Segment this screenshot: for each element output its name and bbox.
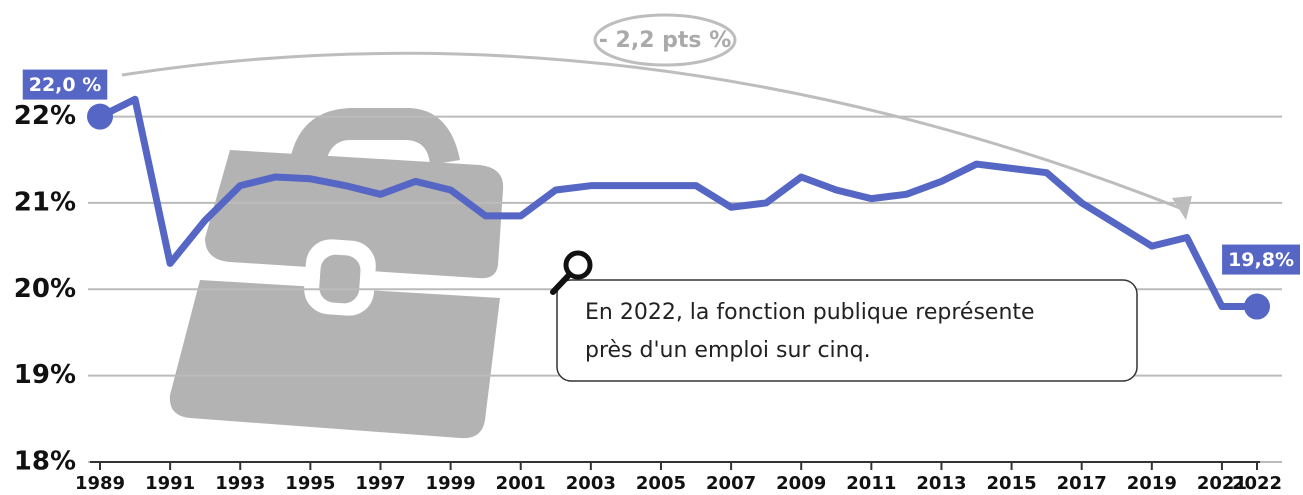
x-tick-label: 1997 bbox=[355, 473, 405, 494]
axes: 18% 19% 20% 21% 22% 1989 1991 1993 1995 1997 1999 2… bbox=[14, 101, 1282, 494]
point bbox=[87, 103, 113, 130]
value-label: 19,8% bbox=[1228, 249, 1294, 271]
x-tick-label: 2011 bbox=[846, 473, 896, 494]
briefcase-icon bbox=[169, 108, 504, 439]
x-tick-label: 1995 bbox=[285, 473, 335, 494]
data-line bbox=[98, 95, 1257, 311]
x-tick-label: 2017 bbox=[1057, 473, 1107, 494]
callout-line: près d'un emploi sur cinq. bbox=[585, 338, 871, 363]
x-tick-label: 2003 bbox=[566, 473, 616, 494]
x-tick-label: 2007 bbox=[706, 473, 756, 494]
x-tick-label: 2009 bbox=[776, 473, 826, 494]
change-arrow bbox=[121, 13, 1192, 220]
x-tick-label: 1993 bbox=[215, 473, 265, 494]
y-tick-label: 19% bbox=[14, 360, 76, 390]
x-tick-label: 2005 bbox=[636, 473, 686, 494]
y-tick-label: 18% bbox=[14, 447, 76, 477]
y-tick-label: 22% bbox=[14, 101, 76, 131]
x-tick-label: 2021 bbox=[1197, 473, 1247, 494]
y-tick-label: 20% bbox=[14, 274, 76, 304]
value-label-box bbox=[1222, 244, 1300, 275]
x-tick-label: 2001 bbox=[496, 473, 546, 494]
change-label: - 2,2 pts % bbox=[599, 28, 731, 53]
y-tick-label: 21% bbox=[14, 187, 76, 217]
x-tick-label: 1999 bbox=[426, 473, 476, 494]
callout-line: En 2022, la fonction publique représente bbox=[585, 300, 1035, 325]
x-tick-label: 2015 bbox=[987, 473, 1037, 494]
value-label-box bbox=[22, 69, 108, 100]
callout: En 2022, la fonction publique représente… bbox=[550, 250, 1138, 382]
x-tick-label: 2013 bbox=[916, 473, 966, 494]
x-tick-label: 1989 bbox=[75, 473, 125, 494]
x-tick-label: 2019 bbox=[1127, 473, 1177, 494]
value-label: 22,0 % bbox=[29, 74, 102, 96]
x-tick-label: 2022 bbox=[1232, 473, 1282, 494]
point bbox=[1244, 293, 1270, 320]
x-tick-label: 1991 bbox=[145, 473, 195, 494]
